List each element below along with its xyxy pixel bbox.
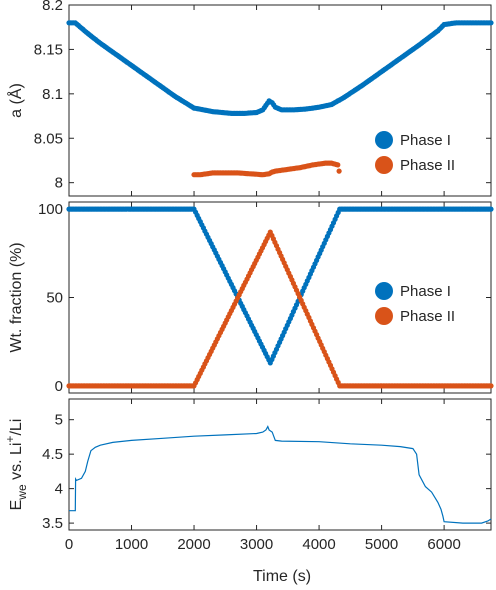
legend-label-1: Phase I [400, 283, 451, 300]
y-axis-label-sub: we [15, 484, 29, 501]
data-point [336, 168, 342, 174]
y-tick-label: 8.2 [42, 0, 63, 14]
series-phase-i [66, 206, 494, 366]
y-tick-label: 4.5 [42, 446, 63, 463]
data-point [488, 206, 494, 212]
series-potential [69, 425, 492, 524]
legend-label-2: Phase II [400, 157, 455, 174]
legend-label-1: Phase I [400, 132, 451, 149]
y-axis-label: a (Å) [6, 83, 25, 118]
x-axis-label: Time (s) [253, 568, 311, 585]
y-axis-label-main: E [8, 500, 25, 511]
x-tick-label: 4000 [302, 536, 335, 553]
data-point [488, 383, 494, 389]
y-axis-label-end: /Li [8, 419, 25, 436]
y-tick-label: 8.1 [42, 86, 63, 103]
y-tick-label: 0 [55, 378, 63, 395]
series-phase-i [66, 20, 494, 116]
y-tick-label: 8.15 [34, 41, 63, 58]
plot-frame [68, 4, 492, 197]
y-axis-label: Ewe vs. Li+/Li [3, 419, 29, 511]
legend-marker-2 [375, 156, 393, 174]
y-axis-label-mid: vs. Li [8, 443, 25, 485]
legend-marker-1 [375, 131, 393, 149]
x-tick-label: 1000 [115, 536, 148, 553]
series-phase-ii [191, 160, 342, 178]
series-phase-ii [66, 229, 494, 389]
y-tick-label: 8 [55, 175, 63, 192]
y-tick-label: 5 [55, 412, 63, 429]
panel-3: 3.5 4 4.5 5 0 1000 2000 3000 4000 5000 6000 Ewe vs.… [3, 398, 492, 553]
panel-2: 0 50 100 Wt. fraction (%) Phase I Phase II [8, 201, 494, 395]
data-point [488, 20, 494, 26]
y-tick-label: 3.5 [42, 515, 63, 532]
y-tick-label: 50 [46, 290, 63, 307]
x-tick-label: 5000 [365, 536, 398, 553]
y-tick-label: 8.05 [34, 130, 63, 147]
x-tick-label: 3000 [240, 536, 273, 553]
y-tick-label: 4 [55, 481, 63, 498]
y-axis-label: Wt. fraction (%) [8, 242, 25, 352]
x-tick-label: 2000 [177, 536, 210, 553]
y-tick-label: 100 [38, 201, 63, 218]
plot-frame [68, 398, 492, 531]
legend-marker-2 [375, 307, 393, 325]
y-axis-label-sup: + [3, 436, 17, 443]
x-tick-label: 0 [65, 536, 73, 553]
plot-frame [68, 201, 492, 394]
x-tick-label: 6000 [427, 536, 460, 553]
legend-label-2: Phase II [400, 308, 455, 325]
legend-marker-1 [375, 282, 393, 300]
panel-1: 8 8.05 8.1 8.15 8.2 a (Å) Phase I Phase II [6, 0, 494, 197]
data-point [335, 162, 341, 168]
series-line [69, 425, 492, 524]
